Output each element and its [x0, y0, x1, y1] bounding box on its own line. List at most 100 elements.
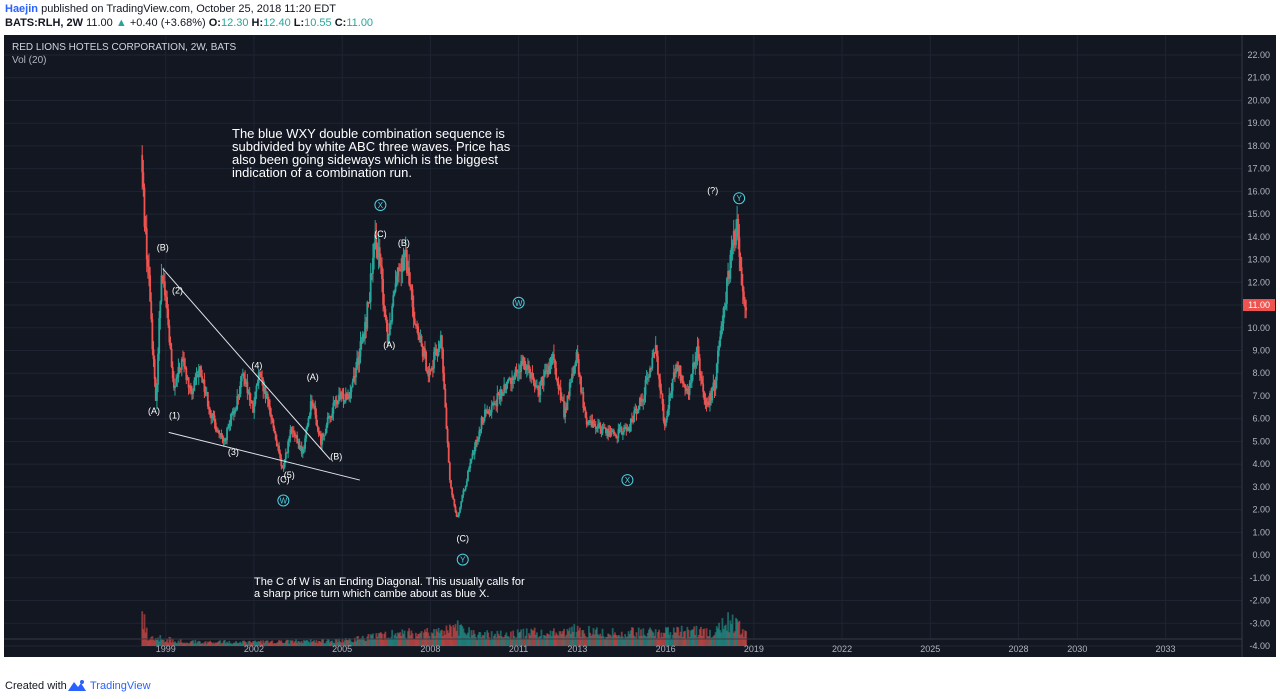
volume-bar [188, 642, 191, 646]
volume-bar [586, 637, 589, 646]
volume-bar [528, 633, 530, 646]
price-axis[interactable]: 22.00 21.00 20.00 19.00 18.00 17.00 16.00 15.00… [1241, 35, 1270, 657]
candle-body [232, 411, 235, 414]
candle-body [733, 230, 736, 246]
volume-bar [227, 643, 230, 646]
candle-body [331, 413, 334, 418]
volume-bar [335, 638, 338, 646]
chart-area[interactable]: (B) (2) (A) (1) (3) (4) (A) (5) (C) (B) (C) (B) (A)(… [4, 35, 1276, 657]
candle-body [229, 419, 232, 425]
volume-bar [704, 638, 707, 646]
candle-body [712, 382, 715, 387]
price-chart[interactable]: (B)(2)(A) (1)(3)(4)(A)(5)(C)(B)(C)(B)(A)(… [4, 35, 1276, 657]
volume-bar [697, 635, 700, 646]
candle-body [536, 385, 538, 387]
tradingview-link[interactable]: TradingView [90, 680, 151, 692]
price-tick-label: 21.00 [1247, 73, 1270, 83]
price-tick-label: 3.00 [1252, 482, 1270, 492]
candle-body [393, 291, 396, 296]
candle-body [671, 378, 674, 391]
volume-bar [424, 629, 426, 646]
volume-bar [346, 640, 348, 646]
candle-body [663, 420, 666, 426]
volume-bar [512, 630, 515, 646]
candle-body [412, 307, 415, 319]
volume-bar [381, 633, 383, 646]
volume-bar [552, 628, 555, 646]
volume-bar [503, 637, 506, 646]
volume-bar [398, 633, 400, 646]
candle-body [548, 366, 551, 375]
close-label: C: [334, 17, 347, 29]
candle-body [356, 358, 359, 369]
volume-bar [403, 630, 406, 646]
volume-bar [391, 629, 394, 646]
candle-body [468, 468, 470, 471]
volume-bar [451, 636, 454, 646]
candle-body [634, 408, 637, 411]
volume-bar [486, 630, 489, 646]
candle-body [664, 420, 667, 426]
candle-body [230, 413, 233, 420]
candle-body [431, 367, 434, 369]
candle-body [675, 364, 677, 374]
candle-body [633, 410, 636, 423]
candle-body [275, 439, 278, 447]
volume-bar [352, 642, 355, 646]
volume-bar [405, 638, 408, 646]
volume-bar [525, 628, 528, 646]
time-axis[interactable]: 1999 2002 2005 2008 2011 2013 2016 2019 2022 2025… [4, 638, 1242, 654]
volume-bar [159, 635, 162, 646]
candle-body [247, 392, 250, 394]
volume-bar [280, 640, 283, 646]
volume-bar [599, 633, 602, 646]
candle-body [660, 390, 663, 394]
candle-body [185, 367, 188, 381]
volume-bar [653, 635, 656, 646]
candle-body [636, 409, 639, 414]
volume-bar [508, 637, 511, 646]
candle-body [577, 359, 580, 375]
volume-bar [323, 643, 326, 646]
candle-body [184, 366, 187, 368]
candle-body [350, 387, 353, 392]
volume-bar [298, 641, 301, 646]
candle-body [564, 407, 567, 418]
candle-body [686, 389, 689, 392]
candle-body [490, 405, 493, 413]
price-tag-box [1243, 299, 1275, 312]
volume-bar [588, 625, 590, 646]
volume-bar [324, 643, 327, 646]
volume-bar [386, 637, 389, 646]
candle-body [219, 433, 222, 435]
volume-bar [252, 641, 254, 646]
volume-bar [417, 633, 420, 646]
candle-body [166, 297, 168, 309]
volume-bar [299, 642, 302, 646]
candle-body [204, 391, 207, 394]
volume-bar [469, 637, 472, 646]
candle-body [439, 335, 442, 344]
time-tick-label: 2011 [509, 644, 528, 654]
candle-body [306, 425, 309, 429]
candle-body [635, 408, 638, 414]
volume-bar [607, 633, 610, 646]
candle-body [169, 342, 172, 349]
volume-bar [421, 638, 424, 646]
candle-body [274, 432, 277, 440]
volume-bar [247, 641, 250, 646]
volume-bar [165, 641, 167, 646]
volume-bar [628, 634, 631, 646]
candle-body [270, 414, 273, 418]
candle-body [467, 470, 469, 482]
wave-label: (C) [277, 474, 290, 484]
candle-body [301, 449, 304, 454]
author-link[interactable]: Haejin [5, 3, 39, 15]
candle-body [552, 353, 555, 360]
volume-bar [531, 630, 534, 646]
candle-body [246, 381, 249, 394]
candle-body [569, 382, 572, 383]
candle-body [180, 359, 183, 370]
candle-body [598, 423, 601, 425]
candle-body [666, 416, 668, 421]
